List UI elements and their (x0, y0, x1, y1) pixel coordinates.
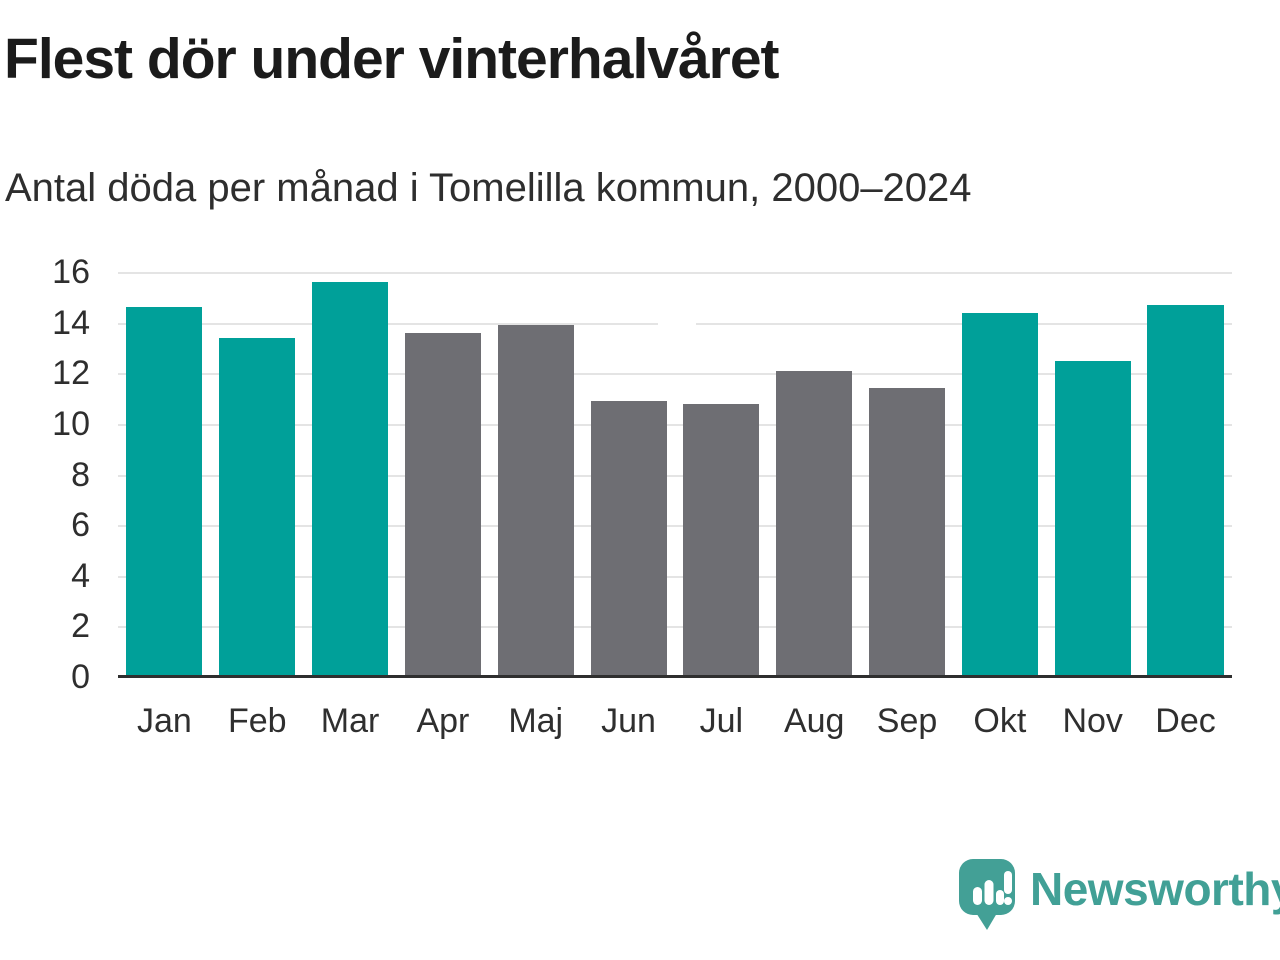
bar-cell-Feb (211, 272, 304, 677)
bar-Jun (590, 401, 667, 677)
bar-Maj (497, 325, 574, 677)
x-tick-label-Apr: Apr (416, 702, 470, 740)
x-tick-label-Jun: Jun (601, 702, 656, 740)
x-tick-label-Dec: Dec (1155, 702, 1216, 740)
gridline-10 (118, 423, 1232, 426)
newsworthy-logo-icon (959, 859, 1015, 930)
x-tick-label-Okt: Okt (973, 702, 1027, 740)
plot-area (118, 272, 1232, 677)
x-tick-label-Nov: Nov (1062, 702, 1123, 740)
x-tick-label-Sep: Sep (876, 702, 938, 740)
newsworthy-brand-name: Newsworthy (1030, 863, 1280, 915)
bar-cell-Jun (582, 272, 675, 677)
bar-cell-Aug (768, 272, 861, 677)
bar-Okt (961, 312, 1038, 677)
bar-Mar (312, 282, 389, 677)
gridline-6 (118, 525, 1232, 528)
x-tick-label-Mar: Mar (320, 702, 380, 740)
bar-cell-Jan (118, 272, 211, 677)
bar-Jul (683, 403, 760, 677)
bar-cell-Maj (489, 272, 582, 677)
gridline-12 (118, 373, 1232, 376)
y-tick-label-16: 16 (52, 253, 90, 291)
bar-Sep (868, 388, 946, 677)
y-tick-label-0: 0 (71, 658, 90, 696)
x-tick-label-Jul: Jul (699, 702, 744, 740)
x-axis-tick-labels: Jan Feb Mar Apr Maj Jun Jul Aug Sep Okt Nov Dec (118, 702, 1232, 741)
x-tick-label-Jan: Jan (137, 702, 192, 740)
x-tick-label-Aug: Aug (783, 702, 845, 740)
y-tick-label-2: 2 (71, 607, 90, 646)
y-tick-label-14: 14 (52, 303, 90, 342)
gridline-4 (118, 575, 1232, 578)
gridline-8 (118, 474, 1232, 477)
chart-title: Flest dör under vinterhalvåret (4, 27, 780, 91)
bar-cell-Nov (1046, 272, 1139, 677)
gridline-2 (118, 626, 1232, 629)
bar-cell-Jul (675, 272, 768, 677)
gridline-gap (658, 322, 696, 326)
y-tick-label-12: 12 (52, 354, 90, 393)
gridline-16 (118, 272, 1232, 274)
bar-cell-Apr (396, 272, 489, 677)
x-tick-label-Maj: Maj (508, 702, 564, 740)
bar-cell-Sep (861, 272, 954, 677)
newsworthy-brand-link[interactable]: Newsworthy (958, 858, 1280, 932)
bar-Dec (1147, 304, 1224, 677)
bar-series (118, 272, 1232, 677)
bar-cell-Dec (1139, 272, 1232, 677)
bar-Nov (1054, 360, 1131, 677)
bar-cell-Mar (304, 272, 397, 677)
bar-Feb (219, 337, 296, 677)
bar-Aug (776, 370, 853, 677)
bar-Jan (126, 307, 203, 677)
x-axis-line (118, 675, 1232, 678)
y-tick-label-6: 6 (71, 506, 90, 545)
bar-Apr (404, 332, 481, 677)
chart-subtitle: Antal döda per månad i Tomelilla kommun,… (5, 166, 972, 210)
y-tick-label-10: 10 (52, 404, 90, 443)
y-tick-label-8: 8 (71, 455, 90, 494)
bar-cell-Okt (953, 272, 1046, 677)
x-tick-label-Feb: Feb (227, 702, 287, 740)
y-tick-label-4: 4 (71, 556, 90, 595)
y-axis-tick-labels: 0 2 4 6 8 10 12 14 16 (0, 255, 90, 694)
